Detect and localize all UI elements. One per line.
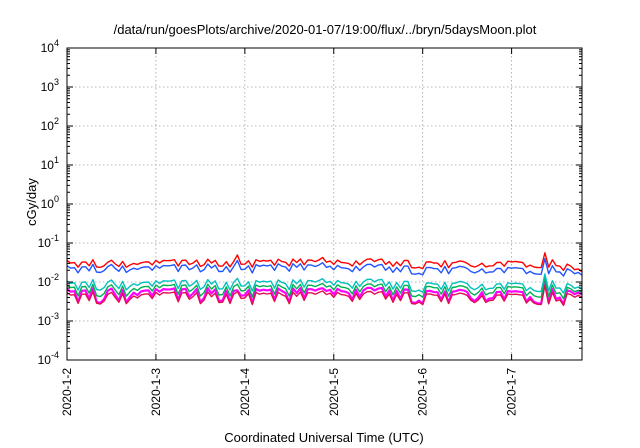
series-line-3 xyxy=(66,273,583,294)
y-tick-label: 101 xyxy=(41,155,59,172)
y-tick-label: 10-1 xyxy=(38,233,59,250)
series-layer xyxy=(66,252,583,306)
y-tick-label: 103 xyxy=(41,77,59,94)
x-tick-label: 2020-1-3 xyxy=(149,368,163,416)
x-axis: 2020-1-2 2020-1-3 2020-1-4 2020-1-5 2020-1-6… xyxy=(60,48,519,416)
x-tick-label: 2020-1-5 xyxy=(327,368,341,416)
y-axis: 104 103 102 101 100 10-1 10-2 10-3 10-4 xyxy=(38,38,582,367)
x-tick-label: 2020-1-7 xyxy=(505,368,519,416)
x-tick-label: 2020-1-6 xyxy=(416,368,430,416)
x-tick-label: 2020-1-2 xyxy=(60,368,74,416)
chart-title: /data/run/goesPlots/archive/2020-01-07/1… xyxy=(114,22,537,37)
series-line-6 xyxy=(66,284,583,306)
y-tick-label: 102 xyxy=(41,116,59,133)
y-tick-label: 10-3 xyxy=(38,311,59,328)
grid xyxy=(67,48,582,360)
x-axis-label: Coordinated Universal Time (UTC) xyxy=(224,430,423,445)
y-tick-label: 10-2 xyxy=(38,272,59,289)
series-line-4 xyxy=(66,277,583,300)
series-line-5 xyxy=(66,281,583,306)
y-tick-label: 100 xyxy=(41,194,59,211)
y-tick-label: 104 xyxy=(41,38,59,55)
series-line-2 xyxy=(66,258,583,277)
y-axis-label: cGy/day xyxy=(24,178,39,226)
y-tick-label: 10-4 xyxy=(38,350,59,367)
series-line-1 xyxy=(66,252,583,273)
x-tick-label: 2020-1-4 xyxy=(238,368,252,416)
